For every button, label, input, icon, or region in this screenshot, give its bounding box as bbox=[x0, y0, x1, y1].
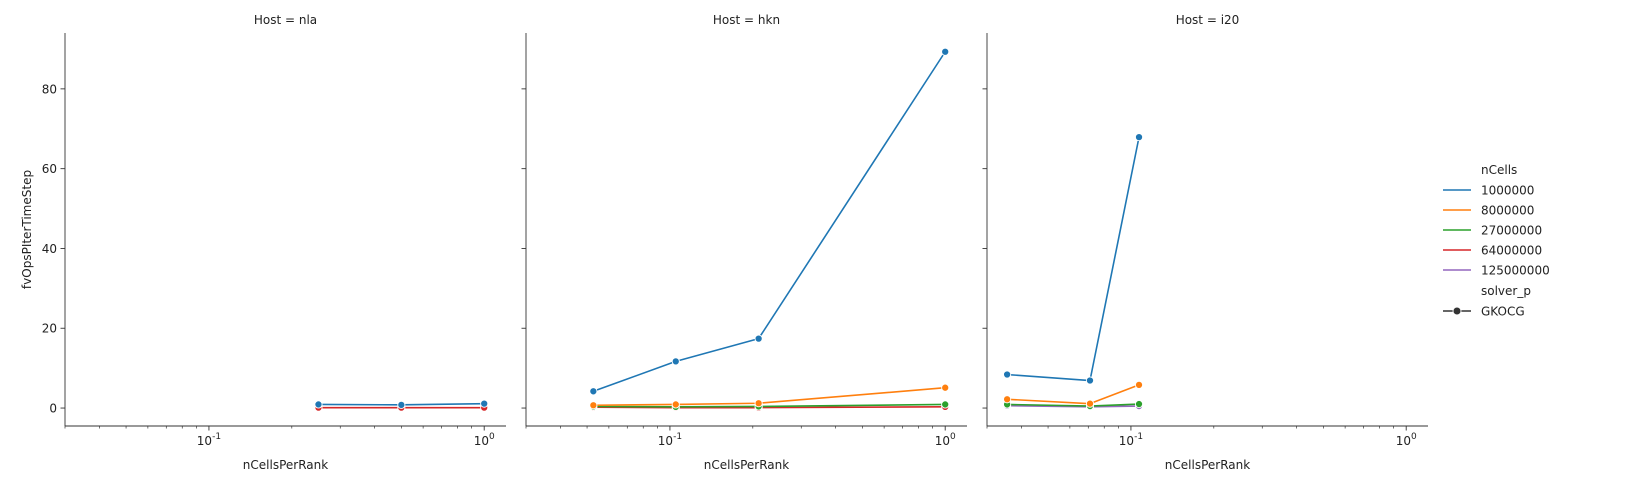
y-tick-label: 40 bbox=[42, 242, 57, 256]
data-point-1000000 bbox=[754, 334, 763, 343]
data-point-1000000 bbox=[480, 399, 489, 408]
x-tick-label-base: 10 bbox=[1396, 434, 1411, 448]
x-axis-label: nCellsPerRank bbox=[704, 458, 789, 472]
data-point-8000000 bbox=[671, 400, 680, 409]
data-point-1000000 bbox=[314, 400, 323, 409]
x-tick-label: 10-1 bbox=[197, 432, 221, 448]
legend-label-1000000: 1000000 bbox=[1481, 184, 1534, 198]
y-tick-label: 80 bbox=[42, 82, 57, 96]
x-tick-label: 100 bbox=[1396, 432, 1417, 448]
data-point-8000000 bbox=[941, 383, 950, 392]
x-tick-label-base: 10 bbox=[935, 434, 950, 448]
data-point-8000000 bbox=[589, 401, 598, 410]
data-point-1000000 bbox=[589, 387, 598, 396]
series-line-27000000 bbox=[593, 403, 946, 408]
panel-title: Host = i20 bbox=[1176, 13, 1240, 27]
legend-label-27000000: 27000000 bbox=[1481, 224, 1542, 238]
data-point-27000000 bbox=[1134, 400, 1144, 409]
panel-title: Host = nla bbox=[254, 13, 317, 27]
series-line-1000000 bbox=[1007, 136, 1140, 382]
data-point-1000000 bbox=[941, 47, 950, 56]
x-tick-label-exponent: -1 bbox=[673, 432, 682, 442]
y-tick-label: 0 bbox=[49, 402, 57, 416]
x-axis-label: nCellsPerRank bbox=[1165, 458, 1250, 472]
legend-style-label-GKOCG: GKOCG bbox=[1481, 305, 1525, 319]
legend-title-style: solver_p bbox=[1481, 284, 1531, 298]
data-point-1000000 bbox=[1085, 376, 1095, 385]
legend-label-64000000: 64000000 bbox=[1481, 244, 1542, 258]
y-axis-label: fvOpsPIterTimeStep bbox=[20, 170, 34, 289]
x-tick-label: 100 bbox=[474, 432, 495, 448]
x-tick-label-exponent: -1 bbox=[212, 432, 221, 442]
series-line-8000000 bbox=[1007, 384, 1140, 405]
x-axis-label: nCellsPerRank bbox=[243, 458, 328, 472]
x-tick-label: 10-1 bbox=[1119, 432, 1143, 448]
legend-style-swatch-marker bbox=[1452, 306, 1462, 316]
y-tick-label: 20 bbox=[42, 322, 57, 336]
series-line-8000000 bbox=[593, 386, 946, 407]
x-tick-label-exponent: 0 bbox=[489, 432, 495, 442]
x-tick-label: 10-1 bbox=[658, 432, 682, 448]
x-tick-label-base: 10 bbox=[197, 434, 212, 448]
x-tick-label-base: 10 bbox=[474, 434, 489, 448]
x-tick-label: 100 bbox=[935, 432, 956, 448]
data-point-8000000 bbox=[1003, 395, 1012, 404]
data-point-1000000 bbox=[397, 400, 406, 409]
x-tick-label-exponent: -1 bbox=[1134, 432, 1143, 442]
x-tick-label-base: 10 bbox=[658, 434, 673, 448]
data-point-1000000 bbox=[671, 357, 680, 366]
panel-title: Host = hkn bbox=[713, 13, 780, 27]
data-point-8000000 bbox=[754, 399, 763, 408]
y-tick-label: 60 bbox=[42, 162, 57, 176]
data-point-1000000 bbox=[1134, 133, 1144, 142]
legend-title-hue: nCells bbox=[1481, 163, 1517, 177]
legend-label-125000000: 125000000 bbox=[1481, 264, 1550, 278]
data-point-27000000 bbox=[941, 400, 950, 409]
x-tick-label-base: 10 bbox=[1119, 434, 1134, 448]
x-tick-label-exponent: 0 bbox=[950, 432, 956, 442]
x-tick-label-exponent: 0 bbox=[1411, 432, 1417, 442]
legend-label-8000000: 8000000 bbox=[1481, 204, 1534, 218]
data-point-8000000 bbox=[1134, 380, 1144, 389]
data-point-8000000 bbox=[1085, 399, 1095, 408]
series-line-1000000 bbox=[593, 51, 946, 393]
data-point-1000000 bbox=[1003, 370, 1012, 379]
